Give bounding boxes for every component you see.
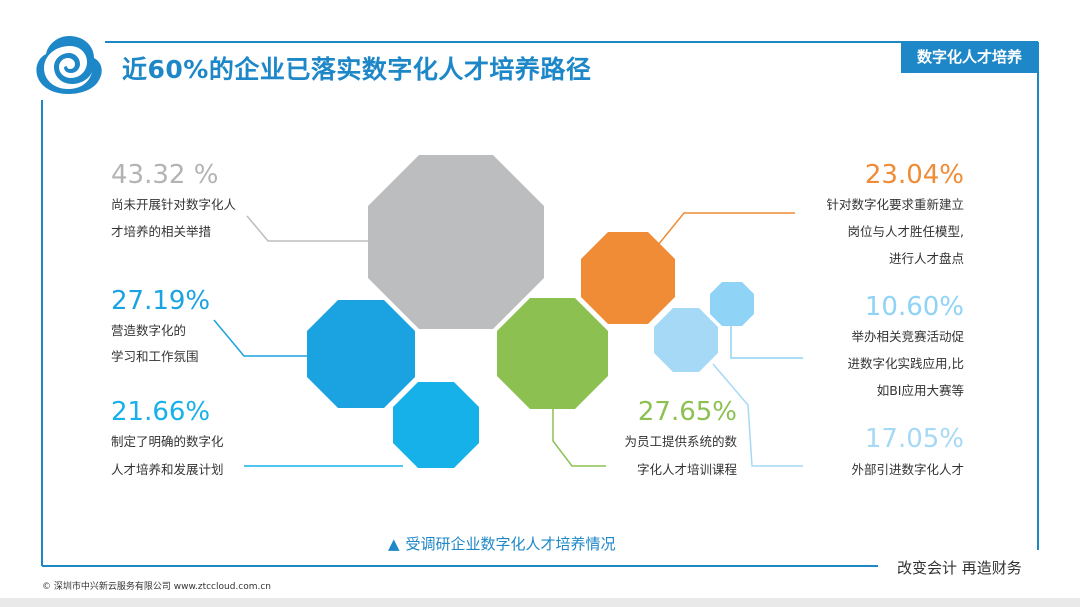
triangle-up-icon: ▲	[388, 535, 400, 553]
leader-line-blue	[213, 319, 309, 357]
leader-line-gray	[246, 215, 369, 242]
leader-line-orange	[657, 212, 795, 246]
leader-line-green	[552, 408, 606, 467]
stat-percent-untrained: 43.32 %	[111, 160, 219, 190]
stat-desc-model-3: 进行人才盘点	[888, 251, 964, 266]
stat-desc-competition-3: 如BI应用大赛等	[876, 383, 964, 398]
leader-line-paler-blue	[730, 320, 803, 359]
stat-percent-competition: 10.60%	[864, 292, 964, 322]
stat-desc-model-2: 岗位与人才胜任模型,	[847, 224, 964, 239]
bottom-strip	[0, 598, 1080, 607]
stat-desc-training-2: 字化人才培训课程	[636, 462, 737, 477]
octagon-green	[497, 298, 608, 409]
octagon-paler-blue	[710, 282, 754, 326]
chart-caption: ▲ 受调研企业数字化人才培养情况	[388, 533, 616, 554]
octagon-gray	[368, 155, 544, 329]
leader-line-pale-blue	[712, 363, 803, 467]
stat-desc-untrained-2: 才培养的相关举措	[111, 224, 212, 239]
company-logo-icon	[36, 36, 102, 94]
stat-percent-atmosphere: 27.19%	[111, 286, 211, 316]
section-tag: 数字化人才培养	[901, 42, 1038, 73]
octagon-light-blue	[393, 382, 479, 468]
stat-desc-atmosphere-1: 营造数字化的	[111, 323, 187, 338]
frame-lines	[41, 41, 1039, 567]
stat-percent-model: 23.04%	[864, 160, 964, 190]
octagon-blue	[307, 300, 415, 408]
footer-copyright: © 深圳市中兴新云服务有限公司 www.ztccloud.com.cn	[42, 582, 272, 592]
stat-desc-untrained-1: 尚未开展针对数字化人	[111, 197, 237, 212]
stat-percent-training: 27.65%	[637, 397, 737, 427]
stat-percent-external: 17.05%	[864, 424, 964, 454]
octagon-pale-blue	[654, 308, 718, 372]
stat-percent-plan: 21.66%	[111, 397, 211, 427]
stat-desc-competition-1: 举办相关竞赛活动促	[851, 329, 964, 344]
chart-caption-text: 受调研企业数字化人才培养情况	[405, 535, 616, 553]
stat-desc-external-1: 外部引进数字化人才	[851, 462, 964, 477]
stat-desc-competition-2: 进数字化实践应用,比	[847, 356, 964, 371]
stat-desc-plan-2: 人才培养和发展计划	[111, 462, 224, 477]
octagon-orange	[581, 232, 675, 324]
page-title: 近60%的企业已落实数字化人才培养路径	[122, 55, 592, 84]
stat-desc-plan-1: 制定了明确的数字化	[111, 434, 224, 449]
stat-desc-atmosphere-2: 学习和工作氛围	[111, 349, 199, 364]
stat-desc-training-1: 为员工提供系统的数	[624, 434, 737, 449]
stat-desc-model-1: 针对数字化要求重新建立	[826, 197, 964, 212]
slogan: 改变会计 再造财务	[897, 559, 1022, 577]
